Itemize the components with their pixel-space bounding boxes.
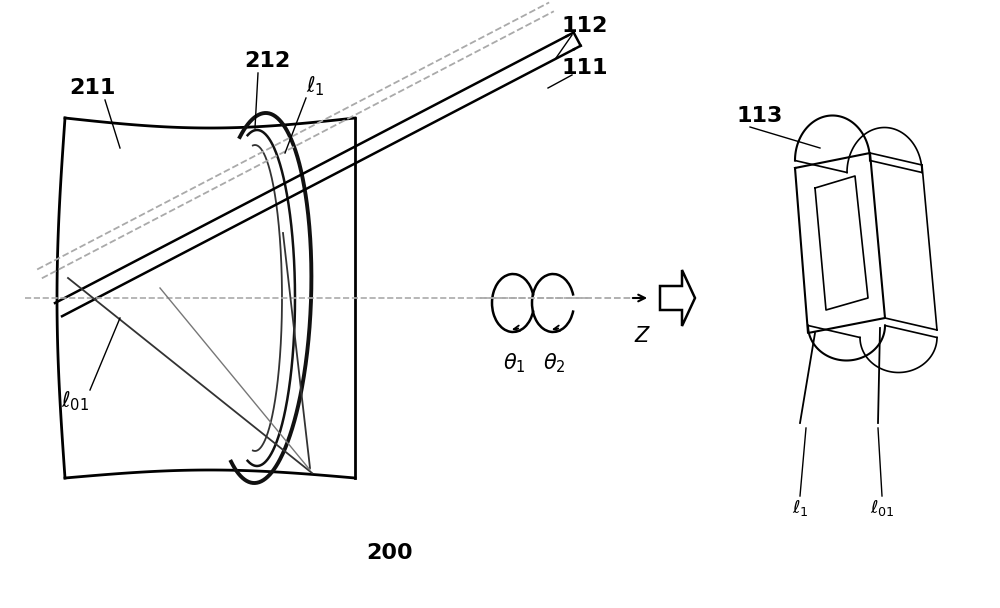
Text: 200: 200 bbox=[367, 543, 413, 563]
Text: $\ell_1$: $\ell_1$ bbox=[792, 498, 808, 518]
Text: $\ell_1$: $\ell_1$ bbox=[306, 74, 324, 98]
Text: 111: 111 bbox=[562, 58, 608, 78]
Text: 112: 112 bbox=[562, 16, 608, 36]
Text: $\theta_1$: $\theta_1$ bbox=[503, 351, 525, 375]
Text: $\ell_{01}$: $\ell_{01}$ bbox=[870, 498, 894, 518]
Text: 113: 113 bbox=[737, 106, 783, 126]
Text: $\theta_2$: $\theta_2$ bbox=[543, 351, 565, 375]
Text: 212: 212 bbox=[244, 51, 290, 71]
Polygon shape bbox=[660, 270, 695, 326]
Text: 211: 211 bbox=[69, 78, 115, 98]
Text: $\ell_{01}$: $\ell_{01}$ bbox=[61, 389, 89, 413]
Text: $Z$: $Z$ bbox=[634, 326, 652, 346]
